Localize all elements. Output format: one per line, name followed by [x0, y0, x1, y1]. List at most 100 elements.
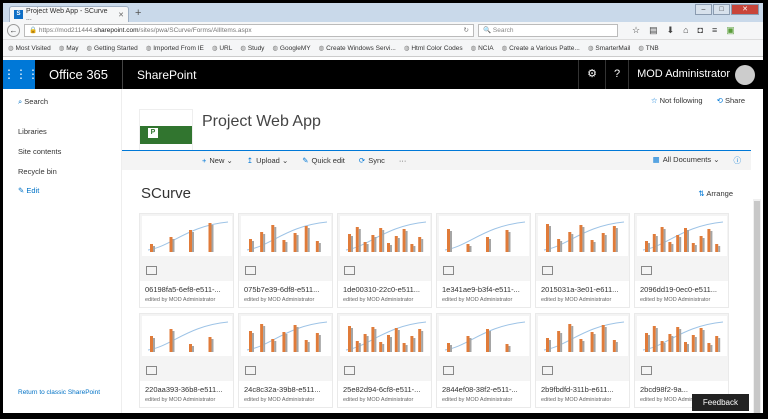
file-name[interactable]: 2b9fbdfd-311b-e611...	[541, 385, 614, 394]
view-selector[interactable]: ▦ All Documents ⌄	[652, 155, 720, 164]
nav-edit[interactable]: ✎ Edit	[18, 186, 40, 195]
image-icon	[344, 266, 355, 275]
office365-link[interactable]: Office 365	[35, 60, 124, 89]
extension-icon[interactable]: ▣	[726, 25, 735, 35]
browser-tab[interactable]: S Project Web App - SCurve ... ✕	[9, 6, 129, 22]
home-icon[interactable]: ⌂	[683, 25, 689, 35]
nav-site-contents[interactable]: Site contents	[18, 147, 62, 156]
bookmark-star-icon[interactable]: ☆	[632, 25, 641, 35]
file-name[interactable]: 24c8c32a-39b8-e511...	[244, 385, 321, 394]
settings-gear-icon[interactable]: ⚙	[578, 60, 605, 89]
thumb-bar	[718, 246, 721, 252]
bookmark-item[interactable]: Create Windows Servi...	[319, 44, 396, 52]
bookmark-item[interactable]: Create a Various Patte...	[502, 44, 580, 52]
file-name[interactable]: 1de00310-22c0-e511...	[343, 285, 421, 294]
bookmark-item[interactable]: SmarterMail	[588, 44, 630, 52]
bookmark-item[interactable]: Html Color Codes	[404, 44, 462, 52]
file-name[interactable]: 1e341ae9-b3f4-e511-...	[442, 285, 520, 294]
chart-thumbnail	[635, 214, 728, 281]
back-icon[interactable]: ←	[7, 24, 20, 37]
file-tile[interactable]: 2b9fbdfd-311b-e611... edited by MOD Admi…	[535, 313, 630, 408]
file-tile[interactable]: 06198fa5-6ef8-e511-... edited by MOD Adm…	[139, 213, 234, 308]
file-name[interactable]: 25e82d94-6cf8-e511-...	[343, 385, 421, 394]
quick-edit-button[interactable]: ✎ Quick edit	[302, 156, 345, 165]
pocket-icon[interactable]: ◘	[697, 25, 704, 35]
file-tile[interactable]: 24c8c32a-39b8-e511... edited by MOD Admi…	[238, 313, 333, 408]
file-tile[interactable]: 220aa393-36b8-e511... edited by MOD Admi…	[139, 313, 234, 408]
thumb-bar	[421, 239, 424, 252]
thumb-bar	[707, 343, 711, 352]
file-tile[interactable]: 2844ef08-38f2-e511-... edited by MOD Adm…	[436, 313, 531, 408]
thumb-bar	[153, 246, 155, 252]
nav-recycle-bin[interactable]: Recycle bin	[18, 167, 57, 176]
thumb-bar	[450, 231, 452, 252]
file-name[interactable]: 2096dd19-0ec0-e511...	[640, 285, 718, 294]
bookmark-item[interactable]: May	[59, 44, 78, 52]
search-input[interactable]: 🔍 Search	[478, 24, 618, 37]
help-icon[interactable]: ?	[604, 60, 628, 89]
menu-icon[interactable]: ≡	[712, 25, 718, 35]
feedback-button[interactable]: Feedback	[691, 394, 749, 411]
bookmark-item[interactable]: Imported From IE	[146, 44, 204, 52]
thumb-bar	[282, 332, 286, 352]
bookmark-item[interactable]: GoogleMY	[272, 44, 311, 52]
bookmark-item[interactable]: Most Visited	[8, 44, 50, 52]
more-button[interactable]: ···	[398, 156, 407, 165]
file-name[interactable]: 2015031a-3e01-e611...	[541, 285, 619, 294]
arrange-button[interactable]: ⇅ Arrange	[698, 189, 733, 198]
sharepoint-link[interactable]: SharePoint	[137, 67, 197, 82]
clipboard-icon[interactable]: ▤	[649, 25, 658, 35]
file-name[interactable]: 2bcd98f2-9a...	[640, 385, 688, 394]
upload-button[interactable]: ↥ Upload ⌄	[246, 156, 289, 165]
close-window-button[interactable]: ✕	[731, 4, 759, 15]
app-launcher-icon[interactable]: ⋮⋮⋮	[3, 60, 39, 89]
thumb-bar	[410, 244, 414, 252]
bookmark-item[interactable]: Getting Started	[87, 44, 138, 52]
thumb-bar	[394, 328, 398, 352]
file-tile[interactable]: 1e341ae9-b3f4-e511-... edited by MOD Adm…	[436, 213, 531, 308]
file-name[interactable]: 220aa393-36b8-e511...	[145, 385, 223, 394]
scrollbar[interactable]	[753, 199, 761, 413]
thumb-bar	[546, 338, 549, 352]
share-button[interactable]: ⟲ Share	[716, 96, 745, 105]
info-icon[interactable]: ⓘ	[733, 156, 742, 165]
new-button[interactable]: + New ⌄	[202, 156, 233, 165]
nav-search[interactable]: ⌕ Search	[18, 97, 49, 106]
thumb-bar	[593, 242, 596, 252]
close-tab-icon[interactable]: ✕	[118, 11, 124, 19]
bookmark-item[interactable]: TNB	[638, 44, 659, 52]
bookmark-item[interactable]: Study	[240, 44, 265, 52]
follow-button[interactable]: ☆ Not following	[650, 96, 703, 105]
file-tile[interactable]: 2bcd98f2-9a... edited by MOD Administrat…	[634, 313, 729, 408]
file-tile[interactable]: 25e82d94-6cf8-e511-... edited by MOD Adm…	[337, 313, 432, 408]
bookmark-item[interactable]: NCIA	[471, 44, 494, 52]
file-tile[interactable]: 075b7e39-6df8-e511... edited by MOD Admi…	[238, 213, 333, 308]
sync-button[interactable]: ⟳ Sync	[358, 156, 385, 165]
thumb-bar	[315, 333, 319, 352]
image-icon	[641, 266, 652, 275]
thumb-bar	[397, 238, 400, 252]
file-tile[interactable]: 2096dd19-0ec0-e511... edited by MOD Admi…	[634, 213, 729, 308]
thumb-bar	[274, 227, 277, 252]
file-name[interactable]: 075b7e39-6df8-e511...	[244, 285, 320, 294]
download-icon[interactable]: ⬇	[666, 25, 675, 35]
site-title[interactable]: Project Web App	[202, 113, 321, 130]
thumb-bar	[293, 325, 297, 352]
thumb-bar	[668, 334, 672, 352]
user-menu[interactable]: MOD Administrator	[628, 60, 763, 89]
file-tile[interactable]: 2015031a-3e01-e611... edited by MOD Admi…	[535, 213, 630, 308]
file-tile[interactable]: 1de00310-22c0-e511... edited by MOD Admi…	[337, 213, 432, 308]
minimize-button[interactable]: –	[695, 4, 712, 15]
nav-libraries[interactable]: Libraries	[18, 127, 47, 136]
file-name[interactable]: 06198fa5-6ef8-e511-...	[145, 285, 221, 294]
new-tab-button[interactable]: +	[135, 7, 142, 19]
library-title: SCurve	[141, 185, 192, 202]
bookmark-item[interactable]: URL	[212, 44, 232, 52]
maximize-button[interactable]: □	[713, 4, 730, 15]
site-logo[interactable]: P	[139, 109, 193, 151]
reload-icon[interactable]: ↻	[463, 27, 469, 34]
thumb-bar	[379, 342, 383, 352]
file-name[interactable]: 2844ef08-38f2-e511-...	[442, 385, 518, 394]
url-input[interactable]: 🔒 https://mod211444.sharepoint.com/sites…	[24, 24, 474, 37]
return-classic-link[interactable]: Return to classic SharePoint	[18, 389, 101, 396]
